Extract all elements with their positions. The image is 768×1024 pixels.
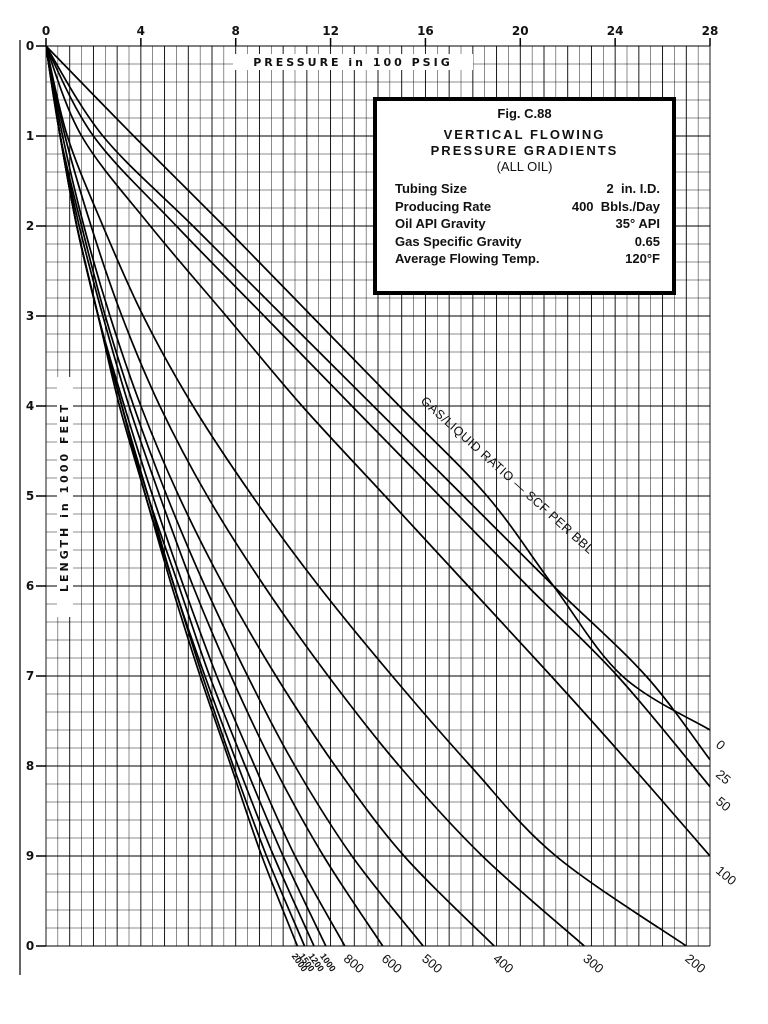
chart-title-line1: VERTICAL FLOWING: [443, 127, 606, 142]
curve-label-glr-100: 100: [713, 863, 739, 888]
gradient-curve-glr-0: [46, 46, 710, 731]
curve-labels: 0255010020030040050060080010001200150020…: [290, 737, 740, 976]
y-axis-title: LENGTH in 1000 FEET: [58, 402, 71, 592]
curve-label-glr-800: 800: [341, 951, 367, 976]
gradient-curve-glr-300: [46, 46, 585, 946]
y-tick-label: 3: [26, 309, 34, 323]
y-tick-label: 0: [26, 39, 34, 53]
param-label: Average Flowing Temp.: [395, 251, 540, 266]
gradient-curves: [46, 46, 710, 946]
curve-label-glr-50: 50: [713, 794, 734, 815]
x-tick-label: 0: [42, 24, 50, 38]
curve-label-glr-200: 200: [682, 951, 708, 976]
gradient-curve-glr-600: [46, 46, 384, 946]
x-tick-label: 4: [137, 24, 145, 38]
param-value: 35° API: [615, 216, 660, 231]
chart-info-box: Fig. C.88 VERTICAL FLOWING PRESSURE GRAD…: [373, 97, 676, 295]
gradient-curve-glr-500: [46, 46, 424, 946]
y-tick-label: 6: [26, 579, 34, 593]
curve-label-glr-0: 0: [713, 737, 728, 753]
param-row-flowing-temp: Average Flowing Temp. 120°F: [395, 250, 660, 268]
x-tick-label: 28: [702, 24, 719, 38]
x-tick-label: 24: [607, 24, 624, 38]
param-row-oil-api-gravity: Oil API Gravity 35° API: [395, 215, 660, 233]
x-axis-title: PRESSURE in 100 PSIG: [253, 56, 452, 69]
gradient-curve-glr-200: [46, 46, 687, 946]
param-row-tubing-size: Tubing Size 2 in. I.D.: [395, 180, 660, 198]
gradient-curve-glr-50: [46, 46, 710, 788]
param-row-producing-rate: Producing Rate 400 Bbls./Day: [395, 198, 660, 216]
parameter-list: Tubing Size 2 in. I.D. Producing Rate 40…: [395, 180, 660, 268]
y-tick-label: 2: [26, 219, 34, 233]
param-value: 0.65: [634, 233, 660, 249]
param-value: 2 in. I.D.: [606, 181, 660, 196]
curve-label-glr-500: 500: [419, 951, 445, 976]
x-tick-label: 12: [322, 24, 339, 38]
param-row-gas-specific-gravity: Gas Specific Gravity 0.65: [395, 233, 660, 251]
param-value: 400 Bbls./Day: [571, 198, 660, 214]
param-value: 120°F: [625, 251, 660, 266]
gas-liquid-ratio-label: GAS/LIQUID RATIO — SCF PER BBL: [418, 394, 597, 557]
param-label: Gas Specific Gravity: [395, 233, 522, 249]
x-tick-label: 20: [512, 24, 529, 38]
param-label: Tubing Size: [395, 181, 467, 196]
gradient-curve-glr-2000: [46, 46, 299, 946]
x-tick-label: 8: [232, 24, 240, 38]
param-label: Oil API Gravity: [395, 216, 486, 231]
x-axis-title-background: [233, 54, 473, 70]
y-tick-label: 9: [26, 849, 34, 863]
x-tick-label: 16: [417, 24, 434, 38]
y-tick-label: 4: [26, 399, 34, 413]
y-tick-label: 7: [26, 669, 34, 683]
chart-title-line2: PRESSURE GRADIENTS: [430, 143, 619, 158]
y-tick-label: 0: [26, 939, 34, 953]
curve-label-glr-400: 400: [490, 951, 516, 976]
curve-label-glr-600: 600: [379, 951, 405, 976]
y-axis-title-background: [57, 377, 73, 617]
curve-label-glr-25: 25: [713, 767, 734, 788]
chart-title-line3: (ALL OIL): [496, 159, 553, 174]
figure-number: Fig. C.88: [497, 106, 552, 121]
gradient-curve-glr-25: [46, 46, 710, 761]
y-tick-label: 1: [26, 129, 34, 143]
y-tick-label: 5: [26, 489, 34, 503]
gradient-curve-glr-100: [46, 46, 710, 857]
curve-label-glr-300: 300: [580, 951, 606, 976]
param-label: Producing Rate: [395, 198, 492, 214]
gradient-curve-glr-400: [46, 46, 495, 946]
y-tick-label: 8: [26, 759, 34, 773]
